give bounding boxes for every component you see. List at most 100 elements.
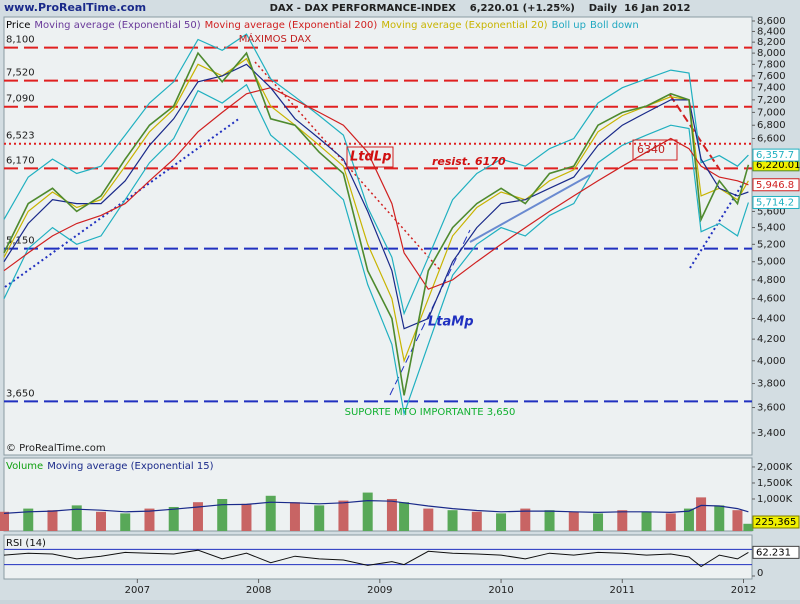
annotation: LtaMp bbox=[428, 315, 474, 330]
legend-entry: Price bbox=[6, 20, 30, 31]
trend-line bbox=[254, 61, 441, 271]
last-value-box bbox=[752, 148, 800, 162]
y-tick-label: 4,400 bbox=[757, 313, 786, 324]
level-label: 8,100 bbox=[6, 35, 35, 46]
level-label: 6,523 bbox=[6, 131, 35, 142]
level-label: 7,520 bbox=[6, 68, 35, 79]
y-tick-label: 4,600 bbox=[757, 294, 786, 305]
annotation: 6340 bbox=[637, 143, 665, 156]
last-value-label: 6,220.01 bbox=[756, 160, 800, 171]
volume-bar bbox=[0, 511, 9, 531]
volume-bar bbox=[743, 523, 754, 531]
y-tick-label: 6,800 bbox=[757, 120, 786, 131]
volume-bar bbox=[265, 495, 276, 531]
volume-ema bbox=[3, 499, 749, 514]
volume-bar bbox=[423, 508, 434, 531]
y-tick-label: 7,200 bbox=[757, 95, 786, 106]
volume-bar bbox=[593, 513, 604, 531]
volume-bar bbox=[544, 510, 555, 531]
y-tick-label: 8,600 bbox=[757, 16, 786, 27]
y-tick-label: 7,400 bbox=[757, 83, 786, 94]
legend-entry: Moving average (Exponential 15) bbox=[47, 461, 213, 472]
volume-bar bbox=[732, 510, 743, 531]
trend-line bbox=[669, 94, 721, 171]
legend-entry: Volume bbox=[6, 461, 43, 472]
last-value-label: 225,365 bbox=[755, 517, 796, 528]
y-tick-label: 7,000 bbox=[757, 107, 786, 118]
y-tick-label: 1,000K bbox=[757, 494, 793, 505]
series-line bbox=[3, 33, 749, 316]
annotation-box bbox=[632, 139, 678, 161]
x-tick-label: 2012 bbox=[731, 585, 756, 596]
legend-entry: RSI (14) bbox=[6, 538, 46, 549]
x-tick-label: 2009 bbox=[367, 585, 392, 596]
y-tick-label: 4,800 bbox=[757, 275, 786, 286]
volume-bar bbox=[144, 508, 155, 531]
last-value-box bbox=[752, 515, 800, 529]
y-tick-label: 5,600 bbox=[757, 206, 786, 217]
legend-entry: Moving average (Exponential 200) bbox=[205, 20, 378, 31]
y-tick-label: 3,400 bbox=[757, 428, 786, 439]
last-value-label: 6,357.7 bbox=[756, 150, 794, 161]
annotation: SUPORTE MTO IMPORTANTE 3,650 bbox=[345, 407, 516, 418]
y-tick-label: 4,000 bbox=[757, 356, 786, 367]
y-tick-label: 8,200 bbox=[757, 37, 786, 48]
y-tick-label: 8,000 bbox=[757, 48, 786, 59]
volume-bar bbox=[568, 511, 579, 531]
series-line bbox=[3, 83, 749, 417]
annotation: MÁXIMOS DAX bbox=[239, 32, 312, 45]
legend-entry: Boll down bbox=[590, 20, 639, 31]
y-tick-label: 5,400 bbox=[757, 223, 786, 234]
volume-bar bbox=[95, 511, 106, 531]
legend-entry: Boll up bbox=[552, 20, 586, 31]
level-label: 6,170 bbox=[6, 155, 35, 166]
volume-bar bbox=[617, 510, 628, 531]
x-tick-label: 2011 bbox=[610, 585, 635, 596]
credit: © ProRealTime.com bbox=[6, 443, 106, 454]
volume-bar bbox=[289, 502, 300, 531]
volume-bar bbox=[241, 503, 252, 531]
x-tick-label: 2008 bbox=[246, 585, 271, 596]
x-tick-label: 2010 bbox=[488, 585, 513, 596]
volume-bar bbox=[338, 500, 349, 531]
volume-bar bbox=[496, 513, 507, 531]
last-value-label: 5,714.2 bbox=[756, 197, 794, 208]
y-tick-label: 5,200 bbox=[757, 239, 786, 250]
y-tick-label: 1,500K bbox=[757, 478, 793, 489]
volume-bar bbox=[23, 508, 34, 531]
volume-bar bbox=[447, 510, 458, 531]
last-value-box bbox=[752, 545, 800, 559]
volume-bar bbox=[71, 505, 82, 531]
y-tick-label: 7,800 bbox=[757, 59, 786, 70]
annotation: resist. 6170 bbox=[432, 155, 506, 168]
rsi-line bbox=[3, 549, 749, 568]
last-value-label: 5,946.8 bbox=[756, 180, 794, 191]
level-label: 5,150 bbox=[6, 236, 35, 247]
x-tick-label: 2007 bbox=[125, 585, 150, 596]
series-line bbox=[3, 57, 749, 363]
chart-title: DAX - DAX PERFORMANCE-INDEX 6,220.01 (+1… bbox=[270, 3, 691, 14]
volume-bar bbox=[314, 505, 325, 531]
y-tick-label: 2,000K bbox=[757, 462, 793, 473]
y-tick-label: 6,600 bbox=[757, 133, 786, 144]
last-value-label: 62.231 bbox=[756, 547, 791, 558]
volume-bar bbox=[217, 498, 228, 531]
series-line bbox=[3, 51, 750, 396]
level-label: 7,090 bbox=[6, 94, 35, 105]
y-tick-label: 3,600 bbox=[757, 403, 786, 414]
y-tick-label: 4,200 bbox=[757, 334, 786, 345]
series-line bbox=[3, 63, 749, 330]
trend-line bbox=[389, 229, 471, 396]
volume-bar bbox=[696, 497, 707, 531]
volume-bar bbox=[641, 511, 652, 531]
y-tick-label: 7,600 bbox=[757, 71, 786, 82]
volume-bar bbox=[120, 513, 131, 531]
volume-bar bbox=[665, 513, 676, 531]
volume-bar bbox=[386, 498, 397, 531]
volume-bar bbox=[47, 510, 58, 531]
y-tick-label: 5,000 bbox=[757, 257, 786, 268]
last-value-box bbox=[752, 178, 800, 192]
level-label: 3,650 bbox=[6, 388, 35, 399]
